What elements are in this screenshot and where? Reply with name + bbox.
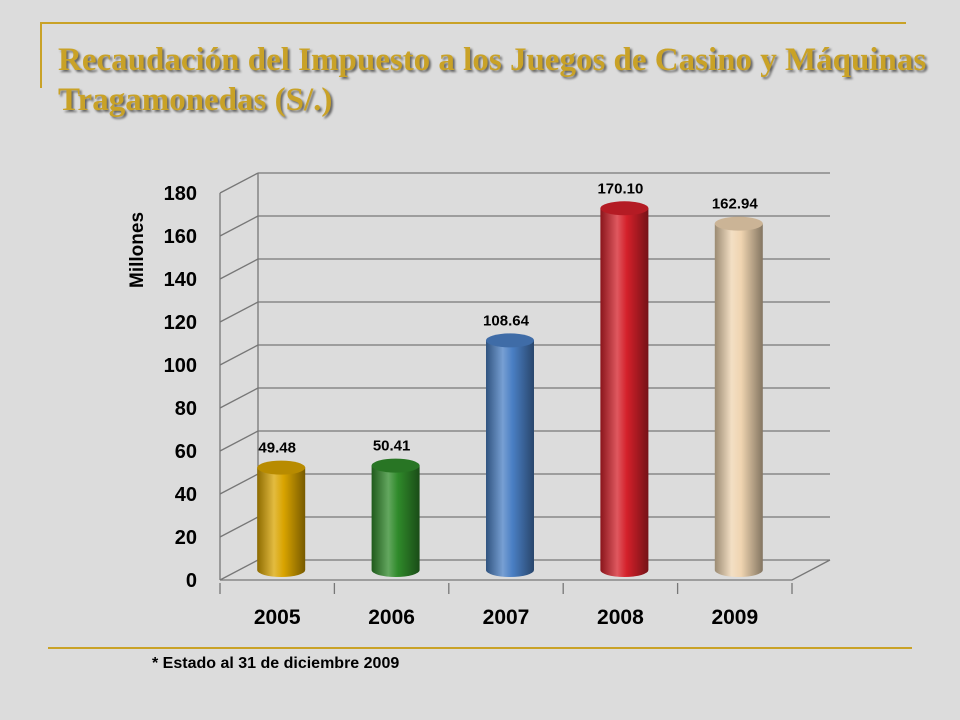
data-label: 170.10 — [597, 180, 643, 197]
top-accent-rule — [40, 22, 906, 24]
x-category-label: 2009 — [711, 606, 758, 629]
y-tick-label: 40 — [175, 484, 197, 506]
bar-top-2007 — [486, 333, 534, 348]
y-tick-label: 180 — [164, 183, 197, 205]
gridline — [219, 430, 259, 452]
y-tick-label: 120 — [164, 312, 197, 334]
x-category-label: 2006 — [368, 606, 415, 629]
data-label: 162.94 — [712, 196, 759, 213]
slide-title: Recaudación del Impuesto a los Juegos de… — [58, 42, 927, 118]
y-tick-label: 60 — [175, 441, 197, 463]
bottom-accent-rule — [48, 647, 912, 649]
bar-2008 — [600, 208, 649, 577]
gridline — [219, 473, 259, 495]
chart-labels: 0 20 40 60 80 100 120 140 160 180 49.48 2005 50.41 20… — [164, 180, 759, 629]
y-axis-title: Millones — [127, 212, 148, 288]
bar-2009 — [714, 223, 763, 577]
x-category-label: 2008 — [597, 606, 644, 629]
gridline — [219, 516, 259, 538]
left-accent-rule — [40, 22, 42, 88]
bar-2007 — [486, 340, 534, 577]
y-tick-label: 20 — [175, 527, 197, 549]
bar-top-2005 — [257, 460, 306, 475]
bar-2006 — [371, 465, 420, 577]
y-tick-label: 100 — [164, 355, 197, 377]
footnote: * Estado al 31 de diciembre 2009 — [152, 655, 400, 672]
chart-bars — [257, 201, 763, 577]
x-category-label: 2005 — [254, 606, 301, 629]
floor-edge — [220, 559, 831, 581]
gridline — [219, 215, 259, 237]
y-tick-label: 160 — [164, 226, 197, 248]
y-tick-label: 80 — [175, 398, 197, 420]
gridline — [219, 559, 259, 581]
gridline — [219, 301, 259, 323]
gridline — [219, 387, 259, 409]
gridline — [219, 172, 259, 194]
x-category-label: 2007 — [483, 606, 530, 629]
bar-top-2009 — [714, 216, 763, 231]
y-tick-label: 140 — [164, 269, 197, 291]
data-label: 49.48 — [258, 440, 296, 457]
bar-top-2006 — [371, 458, 420, 473]
bar-top-2008 — [600, 201, 649, 216]
data-label: 50.41 — [373, 438, 411, 455]
gridline — [219, 344, 259, 366]
bar-2005 — [257, 467, 306, 577]
y-tick-label: 0 — [186, 570, 197, 592]
data-label: 108.64 — [483, 312, 530, 329]
gridline — [219, 258, 259, 280]
